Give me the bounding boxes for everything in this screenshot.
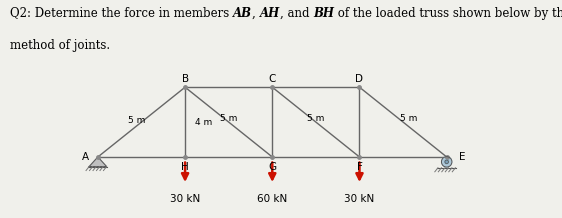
Circle shape xyxy=(445,160,448,164)
Circle shape xyxy=(441,157,452,167)
Text: 4 m: 4 m xyxy=(194,118,212,127)
Text: 5 m: 5 m xyxy=(307,114,325,123)
Text: E: E xyxy=(459,152,466,162)
Text: AB: AB xyxy=(233,7,252,20)
Text: BH: BH xyxy=(313,7,334,20)
Text: , and: , and xyxy=(280,7,313,20)
Text: method of joints.: method of joints. xyxy=(10,39,110,52)
Text: 30 kN: 30 kN xyxy=(170,194,200,204)
Text: C: C xyxy=(269,74,276,84)
Text: 5 m: 5 m xyxy=(220,114,237,123)
Text: Q2: Determine the force in members: Q2: Determine the force in members xyxy=(10,7,233,20)
Text: 60 kN: 60 kN xyxy=(257,194,287,204)
Text: 5 m: 5 m xyxy=(128,116,145,125)
Text: A: A xyxy=(82,152,89,162)
Text: G: G xyxy=(268,162,277,172)
Text: 30 kN: 30 kN xyxy=(345,194,375,204)
Text: 5 m: 5 m xyxy=(400,114,417,123)
Text: B: B xyxy=(182,74,189,84)
Polygon shape xyxy=(89,157,107,167)
Text: F: F xyxy=(356,162,362,172)
Text: of the loaded truss shown below by the: of the loaded truss shown below by the xyxy=(334,7,562,20)
Text: D: D xyxy=(356,74,364,84)
Text: H: H xyxy=(181,162,189,172)
Text: AH: AH xyxy=(260,7,280,20)
Text: ,: , xyxy=(252,7,260,20)
